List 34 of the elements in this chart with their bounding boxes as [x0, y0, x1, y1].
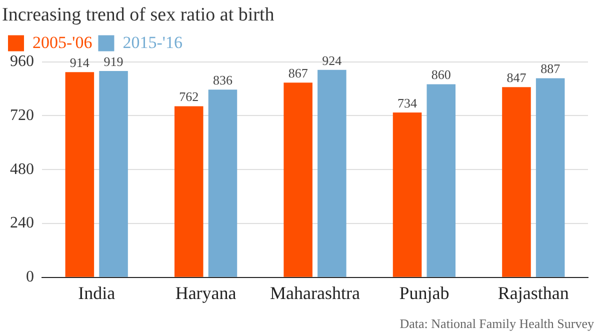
- x-tick-label: Maharashtra: [270, 282, 360, 303]
- bar: [392, 112, 422, 277]
- data-label: 847: [506, 70, 527, 86]
- legend-label: 2015-'16: [122, 32, 182, 52]
- data-label: 867: [288, 66, 308, 81]
- bar: [284, 82, 312, 277]
- text: Data: National Family Health Survey: [400, 316, 594, 331]
- bar: [318, 70, 346, 277]
- y-tick-label: 720: [10, 106, 34, 124]
- legend-label: 2005-'06: [32, 32, 92, 52]
- x-tick-label: Haryana: [175, 282, 236, 303]
- bar: [536, 78, 565, 277]
- bar: [174, 106, 204, 277]
- data-label: 836: [212, 72, 233, 88]
- y-tick-label: 480: [10, 160, 34, 178]
- data-label: 914: [70, 55, 90, 70]
- bar: [426, 84, 456, 277]
- bar: [99, 71, 128, 277]
- data-label: 919: [104, 54, 124, 69]
- x-tick-label: India: [78, 282, 116, 303]
- data-label: 924: [322, 52, 342, 68]
- data-label: 887: [540, 61, 561, 76]
- data-label: 734: [398, 95, 418, 110]
- data-label: 762: [179, 89, 199, 104]
- data-label: 860: [431, 67, 451, 82]
- chart-title: Increasing trend of sex ratio at birth: [2, 4, 275, 26]
- y-tick-label: 240: [10, 214, 34, 232]
- y-tick-label: 960: [10, 53, 34, 70]
- x-tick-label: Rajasthan: [498, 282, 569, 303]
- x-tick-label: Punjab: [399, 282, 450, 303]
- bar: [502, 87, 531, 277]
- bar: [65, 72, 94, 277]
- y-tick-label: 0: [26, 268, 34, 286]
- bar: [208, 90, 238, 277]
